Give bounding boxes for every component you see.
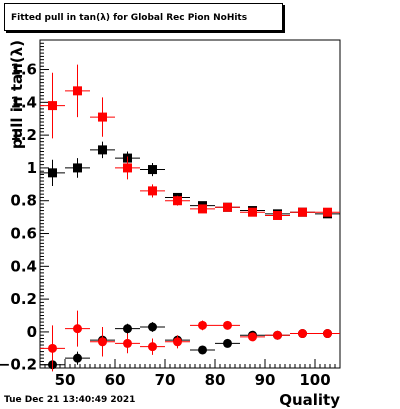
data-point bbox=[73, 353, 82, 363]
data-point bbox=[148, 342, 157, 352]
data-point bbox=[148, 186, 157, 196]
y-tick-label: 1.6 bbox=[10, 61, 37, 79]
series-3 bbox=[40, 310, 340, 372]
data-point bbox=[98, 112, 107, 122]
data-point bbox=[73, 163, 82, 173]
x-tick-label: 90 bbox=[255, 371, 276, 389]
data-point bbox=[148, 165, 157, 175]
data-point bbox=[173, 337, 182, 347]
data-point bbox=[248, 332, 257, 342]
data-point bbox=[323, 207, 332, 217]
x-tick-label: 70 bbox=[155, 371, 176, 389]
y-tick-label: 0.4 bbox=[10, 257, 37, 275]
y-tick-label: 0.6 bbox=[10, 225, 37, 243]
x-tick-label: 80 bbox=[205, 371, 226, 389]
x-axis-title: Quality bbox=[279, 391, 340, 409]
y-tick-label: 1.2 bbox=[10, 126, 37, 144]
series-0 bbox=[40, 141, 340, 219]
data-point bbox=[123, 324, 132, 334]
plot-frame bbox=[39, 39, 341, 369]
y-tick-label: −0.2 bbox=[0, 356, 37, 374]
y-tick-label: 0.2 bbox=[10, 290, 37, 308]
y-tick-label: 1.4 bbox=[10, 93, 37, 111]
data-point bbox=[198, 204, 207, 214]
y-axis-title: pull in tan(λ) bbox=[8, 40, 26, 149]
data-point bbox=[48, 101, 57, 111]
data-point bbox=[323, 329, 332, 339]
data-point bbox=[123, 338, 132, 348]
data-point bbox=[73, 324, 82, 334]
data-point bbox=[298, 329, 307, 339]
x-tick-label: 100 bbox=[299, 371, 330, 389]
x-tick-label: 60 bbox=[105, 371, 126, 389]
series-1 bbox=[40, 64, 340, 220]
chart-title: Fitted pull in tan(λ) for Global Rec Pio… bbox=[4, 3, 283, 31]
data-point bbox=[123, 163, 132, 173]
series-2 bbox=[40, 322, 340, 372]
data-point bbox=[223, 320, 232, 330]
data-point bbox=[48, 343, 57, 353]
data-point bbox=[273, 210, 282, 220]
timestamp: Tue Dec 21 13:40:49 2021 bbox=[4, 395, 136, 405]
data-point bbox=[173, 196, 182, 206]
y-tick-label: 1 bbox=[27, 159, 37, 177]
data-point bbox=[98, 145, 107, 155]
data-point bbox=[223, 202, 232, 212]
data-point bbox=[298, 207, 307, 217]
data-point bbox=[48, 168, 57, 178]
y-tick-label: 0 bbox=[27, 323, 37, 341]
data-point bbox=[223, 338, 232, 348]
data-point bbox=[148, 322, 157, 332]
data-point bbox=[273, 330, 282, 340]
data-point bbox=[98, 337, 107, 347]
data-point bbox=[248, 207, 257, 217]
x-tick-label: 50 bbox=[55, 371, 76, 389]
data-point bbox=[198, 320, 207, 330]
y-tick-label: 0.8 bbox=[10, 192, 37, 210]
data-point bbox=[73, 86, 82, 96]
data-point bbox=[198, 345, 207, 355]
